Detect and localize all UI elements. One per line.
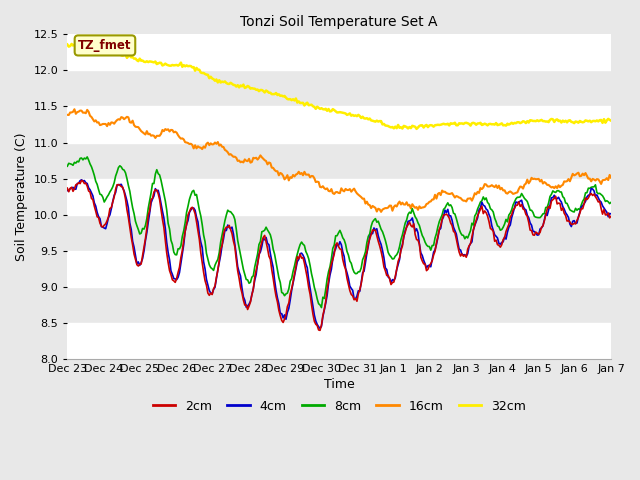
Line: 2cm: 2cm bbox=[67, 180, 611, 330]
32cm bbox=[68, 41, 76, 47]
8cm bbox=[100, 199, 108, 205]
4cm bbox=[316, 325, 324, 331]
Title: Tonzi Soil Temperature Set A: Tonzi Soil Temperature Set A bbox=[241, 15, 438, 29]
4cm bbox=[83, 180, 91, 186]
2cm bbox=[63, 185, 71, 191]
Bar bbox=[67, 143, 611, 179]
Bar bbox=[67, 179, 611, 215]
Bar bbox=[67, 287, 611, 323]
16cm bbox=[70, 107, 78, 112]
16cm bbox=[535, 176, 543, 182]
8cm bbox=[346, 258, 354, 264]
Legend: 2cm, 4cm, 8cm, 16cm, 32cm: 2cm, 4cm, 8cm, 16cm, 32cm bbox=[147, 395, 531, 418]
8cm bbox=[83, 154, 91, 160]
4cm bbox=[535, 232, 543, 238]
2cm bbox=[77, 178, 85, 183]
Line: 16cm: 16cm bbox=[67, 109, 611, 212]
Bar bbox=[67, 215, 611, 251]
16cm bbox=[344, 187, 352, 193]
8cm bbox=[63, 163, 71, 169]
16cm bbox=[377, 209, 385, 215]
32cm bbox=[535, 118, 543, 124]
X-axis label: Time: Time bbox=[324, 378, 355, 391]
4cm bbox=[346, 283, 354, 289]
32cm bbox=[344, 111, 352, 117]
32cm bbox=[413, 126, 420, 132]
2cm bbox=[607, 213, 615, 219]
4cm bbox=[77, 177, 85, 183]
8cm bbox=[606, 201, 614, 206]
Bar bbox=[67, 107, 611, 143]
32cm bbox=[63, 42, 71, 48]
32cm bbox=[454, 122, 461, 128]
2cm bbox=[454, 243, 461, 249]
Bar bbox=[67, 35, 611, 71]
16cm bbox=[454, 194, 461, 200]
Line: 32cm: 32cm bbox=[67, 44, 611, 129]
2cm bbox=[606, 215, 614, 221]
32cm bbox=[100, 46, 108, 52]
16cm bbox=[83, 107, 91, 113]
8cm bbox=[454, 221, 461, 227]
Bar bbox=[67, 251, 611, 287]
32cm bbox=[607, 118, 615, 123]
8cm bbox=[535, 215, 543, 220]
4cm bbox=[63, 188, 71, 193]
4cm bbox=[606, 211, 614, 216]
4cm bbox=[454, 239, 461, 245]
Line: 8cm: 8cm bbox=[67, 157, 611, 308]
32cm bbox=[606, 117, 614, 123]
4cm bbox=[100, 225, 108, 231]
16cm bbox=[606, 172, 614, 178]
Line: 4cm: 4cm bbox=[67, 180, 611, 328]
8cm bbox=[317, 305, 325, 311]
16cm bbox=[607, 175, 615, 180]
Text: TZ_fmet: TZ_fmet bbox=[78, 39, 132, 52]
2cm bbox=[535, 231, 543, 237]
8cm bbox=[82, 156, 90, 162]
32cm bbox=[83, 45, 91, 50]
2cm bbox=[316, 327, 324, 333]
16cm bbox=[63, 112, 71, 118]
Y-axis label: Soil Temperature (C): Soil Temperature (C) bbox=[15, 132, 28, 261]
2cm bbox=[100, 222, 108, 228]
2cm bbox=[83, 183, 91, 189]
4cm bbox=[607, 211, 615, 217]
16cm bbox=[100, 121, 108, 127]
Bar bbox=[67, 71, 611, 107]
Bar bbox=[67, 323, 611, 359]
8cm bbox=[607, 199, 615, 205]
2cm bbox=[346, 288, 354, 293]
